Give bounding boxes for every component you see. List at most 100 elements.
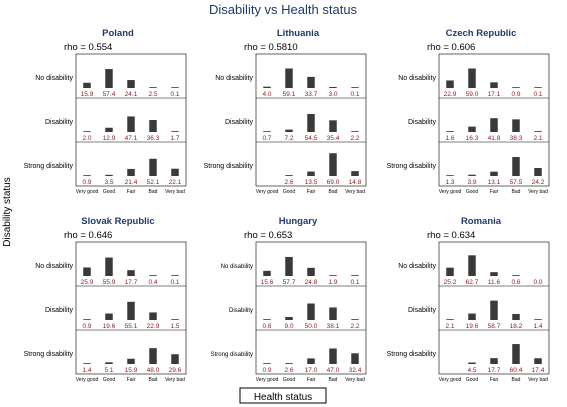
bar [490, 272, 498, 276]
x-tick-label: Fair [490, 189, 499, 195]
value-label: 0.6 [262, 323, 271, 330]
value-label: 69.0 [327, 179, 340, 186]
value-label: 35.4 [327, 135, 340, 142]
bar [351, 87, 359, 88]
bar [127, 270, 135, 276]
bar [83, 363, 91, 364]
bar [534, 319, 542, 320]
value-label: 24.1 [125, 91, 138, 98]
value-label: 1.4 [82, 367, 91, 374]
bar [534, 131, 542, 132]
x-tick-label: Fair [307, 189, 316, 195]
value-label: 32.4 [349, 367, 362, 374]
x-tick-label: Fair [490, 377, 499, 383]
bar [83, 267, 91, 276]
bar [263, 319, 271, 320]
bar [512, 119, 520, 132]
bar [105, 127, 113, 132]
bar [83, 319, 91, 320]
row-label-disability: Disability [45, 307, 74, 314]
bar [512, 157, 520, 176]
bar [446, 267, 454, 276]
bar [307, 171, 315, 176]
value-label: 15.9 [125, 367, 138, 374]
x-tick-label: Very good [256, 377, 279, 383]
value-label: 2.6 [284, 367, 293, 374]
x-tick-label: Good [466, 377, 478, 383]
x-tick-label: Very bad [165, 377, 185, 383]
value-label: 17.7 [488, 367, 501, 374]
value-label: 14.8 [349, 179, 362, 186]
value-label: 1.4 [533, 323, 542, 330]
row-label-no-disability: No disability [215, 75, 253, 82]
value-label: 17.1 [488, 91, 501, 98]
value-label: 57.5 [510, 179, 523, 186]
bar [171, 319, 179, 320]
value-label: 13.5 [305, 179, 318, 186]
value-label: 2.1 [445, 323, 454, 330]
x-tick-label: Good [103, 189, 115, 195]
row-label-strong-disability: Strong disability [24, 351, 74, 358]
value-label: 16.3 [466, 135, 479, 142]
x-tick-label: Very bad [345, 189, 365, 195]
value-label: 57.4 [103, 91, 116, 98]
panel-frame-hungary [255, 241, 367, 375]
bar [105, 174, 113, 176]
x-tick-label: Fair [127, 189, 136, 195]
value-label: 24.2 [532, 179, 545, 186]
value-label: 21.4 [125, 179, 138, 186]
x-tick-label: Good [283, 189, 295, 195]
panel-frame-poland [75, 53, 187, 187]
value-label: 2.5 [148, 91, 157, 98]
value-label: 0.7 [262, 135, 271, 142]
row-label-no-disability: No disability [35, 263, 73, 270]
bar [512, 275, 520, 276]
row-label-no-disability: No disability [398, 75, 436, 82]
bar [307, 76, 315, 88]
row-label-no-disability: No disability [221, 264, 253, 270]
bar [307, 114, 315, 132]
bar [351, 275, 359, 276]
x-tick-label: Very good [439, 189, 462, 195]
row-label-strong-disability: Strong disability [387, 351, 437, 358]
value-label: 2.2 [350, 323, 359, 330]
x-tick-label: Good [283, 377, 295, 383]
value-label: 12.9 [103, 135, 116, 142]
x-tick-label: Very good [76, 189, 99, 195]
bar [468, 255, 476, 276]
bar [83, 82, 91, 88]
bar [285, 175, 293, 176]
x-tick-label: Fair [307, 377, 316, 383]
panel-title-hungary: Hungary [279, 216, 318, 227]
value-label: 36.3 [147, 135, 160, 142]
bar [329, 307, 337, 320]
x-tick-label: Very bad [528, 377, 548, 383]
bar [263, 270, 271, 276]
bar [351, 131, 359, 132]
panel-hungary: Hungary rho = 0.653 No disability 15.6 57.7 2… [211, 216, 367, 383]
x-tick-label: Very good [439, 377, 462, 383]
bar [446, 319, 454, 320]
value-label: 0.1 [170, 91, 179, 98]
bar [351, 353, 359, 364]
bar [263, 363, 271, 364]
chart-title: Disability vs Health status [209, 2, 358, 17]
x-tick-label: Bad [149, 377, 158, 383]
row-label-strong-disability: Strong disability [387, 163, 437, 170]
bar [127, 168, 135, 176]
panel-romania: Romania rho = 0.634 No disability 25.2 62.7 1… [387, 216, 550, 383]
x-tick-label: Good [466, 189, 478, 195]
value-label: 3.9 [467, 179, 476, 186]
x-tick-label: Very bad [345, 377, 365, 383]
bar [127, 116, 135, 132]
bar [490, 300, 498, 320]
value-label: 50.0 [305, 323, 318, 330]
value-label: 22.1 [169, 179, 182, 186]
panel-frame-czech-republic [438, 53, 550, 187]
bar [534, 168, 542, 176]
bar [263, 131, 271, 132]
x-axis-title: Health status [254, 392, 312, 403]
bar [512, 313, 520, 320]
value-label: 29.6 [169, 367, 182, 374]
value-label: 3.0 [328, 91, 337, 98]
